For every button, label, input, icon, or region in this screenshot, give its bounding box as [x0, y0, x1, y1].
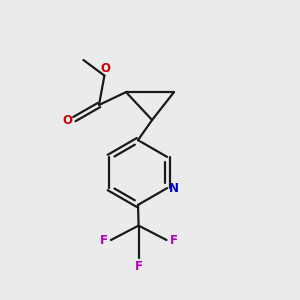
Text: O: O	[63, 114, 73, 127]
Text: F: F	[170, 233, 178, 247]
Text: O: O	[100, 62, 110, 75]
Text: N: N	[169, 182, 179, 195]
Text: F: F	[135, 260, 142, 273]
Text: F: F	[100, 233, 107, 247]
